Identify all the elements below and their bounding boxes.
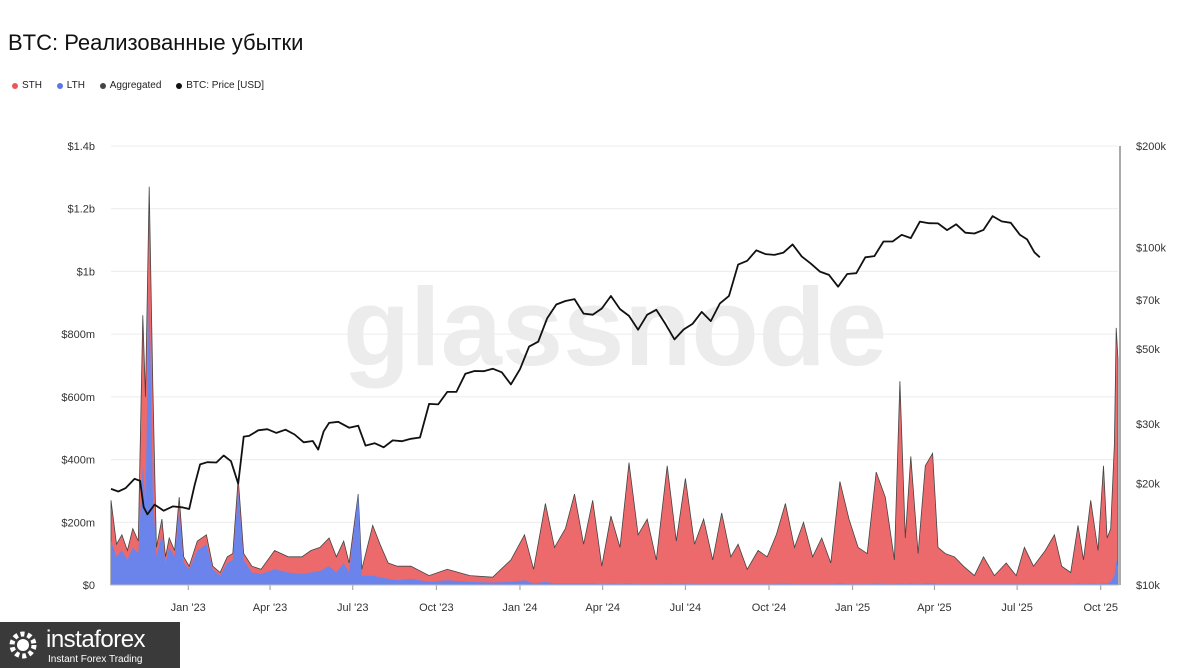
legend-item-aggregated[interactable]: Aggregated [99, 80, 162, 91]
legend-item-sth[interactable]: STH [12, 80, 42, 91]
y-right-tick-label: $30k [1136, 419, 1160, 431]
legend-dot-lth [56, 82, 63, 89]
x-tick-label: Jul '25 [1001, 602, 1032, 614]
y-left-tick-label: $1b [77, 266, 95, 278]
y-right-tick-label: $100k [1136, 243, 1166, 255]
y-right-tick-label: $50k [1136, 344, 1160, 356]
brand-logo: instaforex Instant Forex Trading [0, 622, 180, 668]
y-left-tick-label: $0 [83, 580, 95, 592]
legend-label-sth: STH [22, 80, 42, 91]
page-title: BTC: Реализованные убытки [8, 30, 304, 55]
series-line-btc-price [110, 215, 1041, 516]
x-tick-label: Oct '25 [1083, 602, 1118, 614]
legend-label-price: BTC: Price [USD] [186, 80, 265, 91]
x-tick-label: Oct '24 [752, 602, 787, 614]
y-right-tick-label: $10k [1136, 580, 1160, 592]
y-left-tick-label: $1.2b [67, 204, 95, 216]
x-tick-label: Jul '23 [337, 602, 368, 614]
y-right-tick-label: $200k [1136, 141, 1166, 153]
x-tick-label: Jul '24 [670, 602, 701, 614]
legend-dot-sth [12, 82, 18, 89]
brand-name: instaforex [46, 626, 146, 653]
series-area-sth-aggregated [110, 186, 1119, 586]
y-left-tick-label: $400m [61, 455, 95, 467]
legend-dot-aggregated [99, 82, 106, 89]
x-tick-label: Apr '23 [253, 602, 288, 614]
legend-item-lth[interactable]: LTH [56, 80, 85, 91]
x-tick-label: Jan '24 [502, 602, 537, 614]
y-right-tick-label: $70k [1136, 295, 1160, 307]
y-left-tick-label: $800m [61, 329, 95, 341]
y-right-tick-label: $20k [1136, 478, 1160, 490]
x-tick-label: Jan '25 [835, 602, 870, 614]
brand-tagline: Instant Forex Trading [48, 654, 143, 665]
legend-item-price[interactable]: BTC: Price [USD] [176, 80, 264, 91]
x-tick-label: Apr '25 [917, 602, 952, 614]
legend-dot-price [176, 82, 183, 89]
legend-label-aggregated: Aggregated [109, 80, 162, 91]
gear-icon [9, 631, 37, 659]
legend-label-lth: LTH [66, 80, 85, 91]
y-left-tick-label: $200m [61, 517, 95, 529]
x-tick-label: Jan '23 [171, 602, 206, 614]
chart-legend: STH LTH Aggregated BTC: Price [USD] [12, 80, 276, 92]
watermark: glassnode [343, 266, 887, 389]
x-tick-label: Apr '24 [585, 602, 620, 614]
x-tick-label: Oct '23 [419, 602, 454, 614]
y-left-tick-label: $1.4b [67, 141, 95, 153]
y-left-tick-label: $600m [61, 392, 95, 404]
